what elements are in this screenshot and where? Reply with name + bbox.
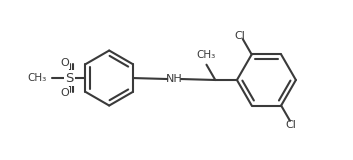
Text: NH: NH — [166, 74, 183, 84]
Text: CH₃: CH₃ — [197, 50, 216, 60]
Text: O: O — [60, 58, 69, 68]
Text: S: S — [65, 72, 74, 84]
Text: CH₃: CH₃ — [28, 73, 47, 83]
Text: O: O — [60, 88, 69, 98]
Text: Cl: Cl — [286, 120, 297, 130]
Text: Cl: Cl — [234, 31, 245, 41]
